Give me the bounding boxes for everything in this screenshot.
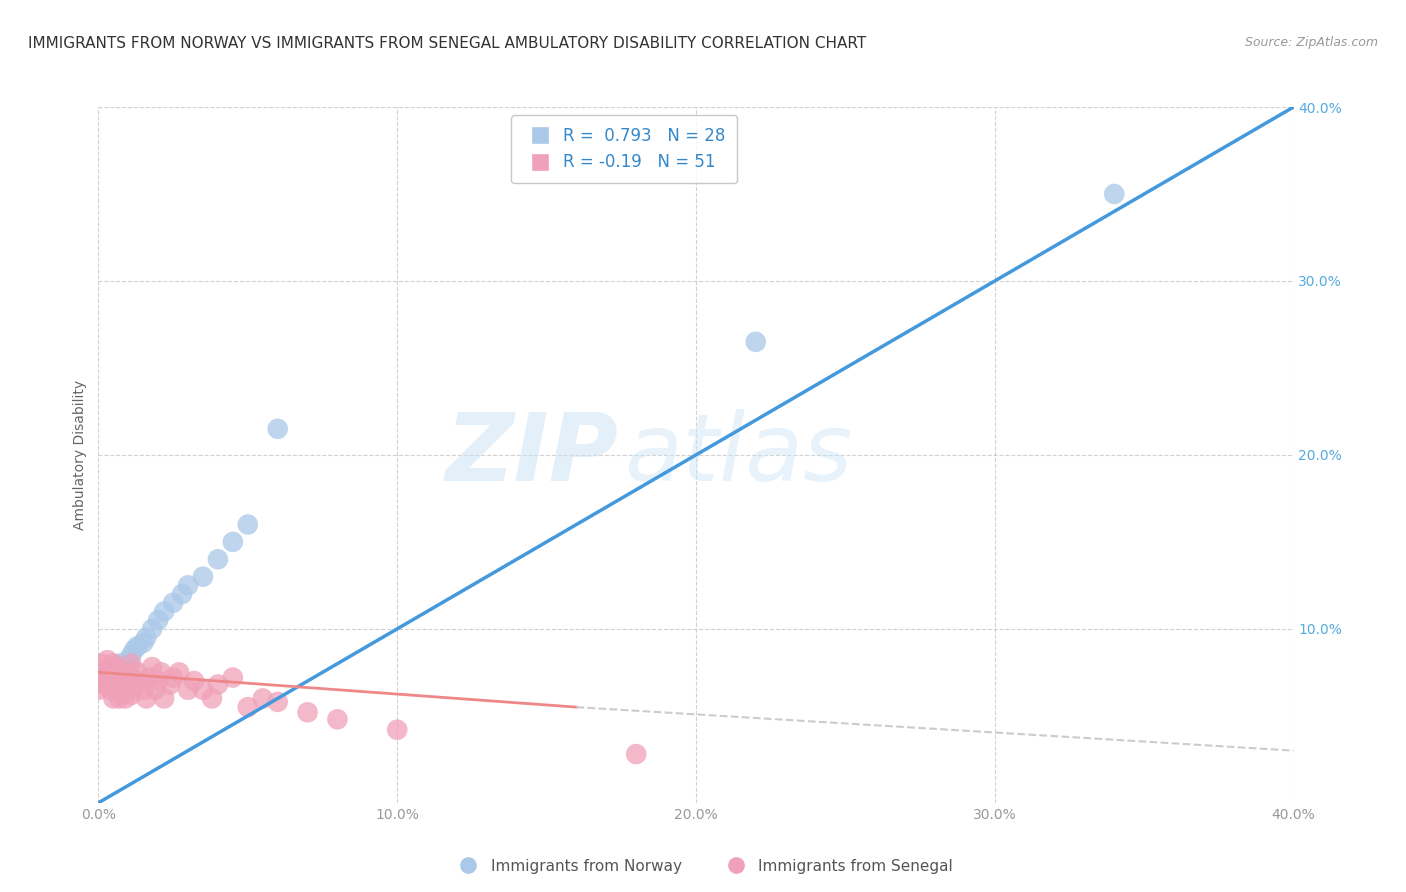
Point xyxy=(252,691,274,706)
Point xyxy=(93,677,115,691)
Point xyxy=(141,622,163,636)
Point xyxy=(117,653,139,667)
Point xyxy=(117,682,139,697)
Point xyxy=(191,570,214,584)
Point xyxy=(93,665,115,680)
Point xyxy=(90,657,112,671)
Point xyxy=(626,747,648,761)
Point xyxy=(162,596,184,610)
Point xyxy=(267,695,290,709)
Point xyxy=(207,552,229,566)
Point xyxy=(103,671,125,685)
Point xyxy=(172,587,194,601)
Point xyxy=(93,674,115,689)
Point xyxy=(148,674,170,689)
Legend: R =  0.793   N = 28, R = -0.19   N = 51: R = 0.793 N = 28, R = -0.19 N = 51 xyxy=(512,115,737,183)
Point xyxy=(96,653,118,667)
Point xyxy=(1104,187,1126,202)
Point xyxy=(120,688,142,702)
Point xyxy=(90,665,112,680)
Point xyxy=(138,671,160,685)
Point xyxy=(103,674,125,689)
Point xyxy=(236,700,259,714)
Point xyxy=(153,691,176,706)
Point xyxy=(105,667,128,681)
Point xyxy=(111,682,134,697)
Point xyxy=(114,660,136,674)
Point xyxy=(103,691,125,706)
Text: IMMIGRANTS FROM NORWAY VS IMMIGRANTS FROM SENEGAL AMBULATORY DISABILITY CORRELAT: IMMIGRANTS FROM NORWAY VS IMMIGRANTS FRO… xyxy=(28,36,866,51)
Point xyxy=(201,691,224,706)
Point xyxy=(150,665,173,680)
Y-axis label: Ambulatory Disability: Ambulatory Disability xyxy=(73,380,87,530)
Point xyxy=(162,671,184,685)
Point xyxy=(148,613,170,627)
Text: atlas: atlas xyxy=(624,409,852,500)
Text: ZIP: ZIP xyxy=(446,409,619,501)
Point xyxy=(103,657,125,671)
Point xyxy=(105,682,128,697)
Point xyxy=(98,677,122,691)
Point xyxy=(745,334,768,349)
Point xyxy=(132,636,155,650)
Point xyxy=(159,677,181,691)
Point xyxy=(111,664,134,678)
Point xyxy=(236,517,259,532)
Point xyxy=(177,682,200,697)
Point xyxy=(207,677,229,691)
Point xyxy=(167,665,190,680)
Point xyxy=(135,631,157,645)
Point xyxy=(143,682,166,697)
Point xyxy=(108,691,131,706)
Point xyxy=(135,691,157,706)
Point xyxy=(129,674,152,689)
Point xyxy=(105,660,128,674)
Point xyxy=(117,665,139,680)
Point xyxy=(153,605,176,619)
Point xyxy=(90,674,112,689)
Point xyxy=(114,674,136,689)
Point xyxy=(127,639,149,653)
Point xyxy=(98,682,122,697)
Point xyxy=(183,674,205,689)
Point xyxy=(114,691,136,706)
Point xyxy=(385,723,409,737)
Text: Source: ZipAtlas.com: Source: ZipAtlas.com xyxy=(1244,36,1378,49)
Point xyxy=(108,671,131,685)
Point xyxy=(124,677,146,691)
Point xyxy=(132,682,155,697)
Point xyxy=(297,706,319,720)
Point xyxy=(326,712,349,726)
Point xyxy=(96,671,118,685)
Point xyxy=(120,657,142,671)
Point xyxy=(87,682,110,697)
Point xyxy=(124,642,146,657)
Point xyxy=(222,671,245,685)
Point xyxy=(98,665,122,680)
Point xyxy=(222,534,245,549)
Point xyxy=(267,422,290,436)
Legend: Immigrants from Norway, Immigrants from Senegal: Immigrants from Norway, Immigrants from … xyxy=(447,853,959,880)
Point xyxy=(96,665,118,680)
Point xyxy=(108,657,131,671)
Point xyxy=(177,578,200,592)
Point xyxy=(120,648,142,662)
Point xyxy=(111,665,134,680)
Point xyxy=(141,660,163,674)
Point xyxy=(127,665,149,680)
Point xyxy=(191,682,214,697)
